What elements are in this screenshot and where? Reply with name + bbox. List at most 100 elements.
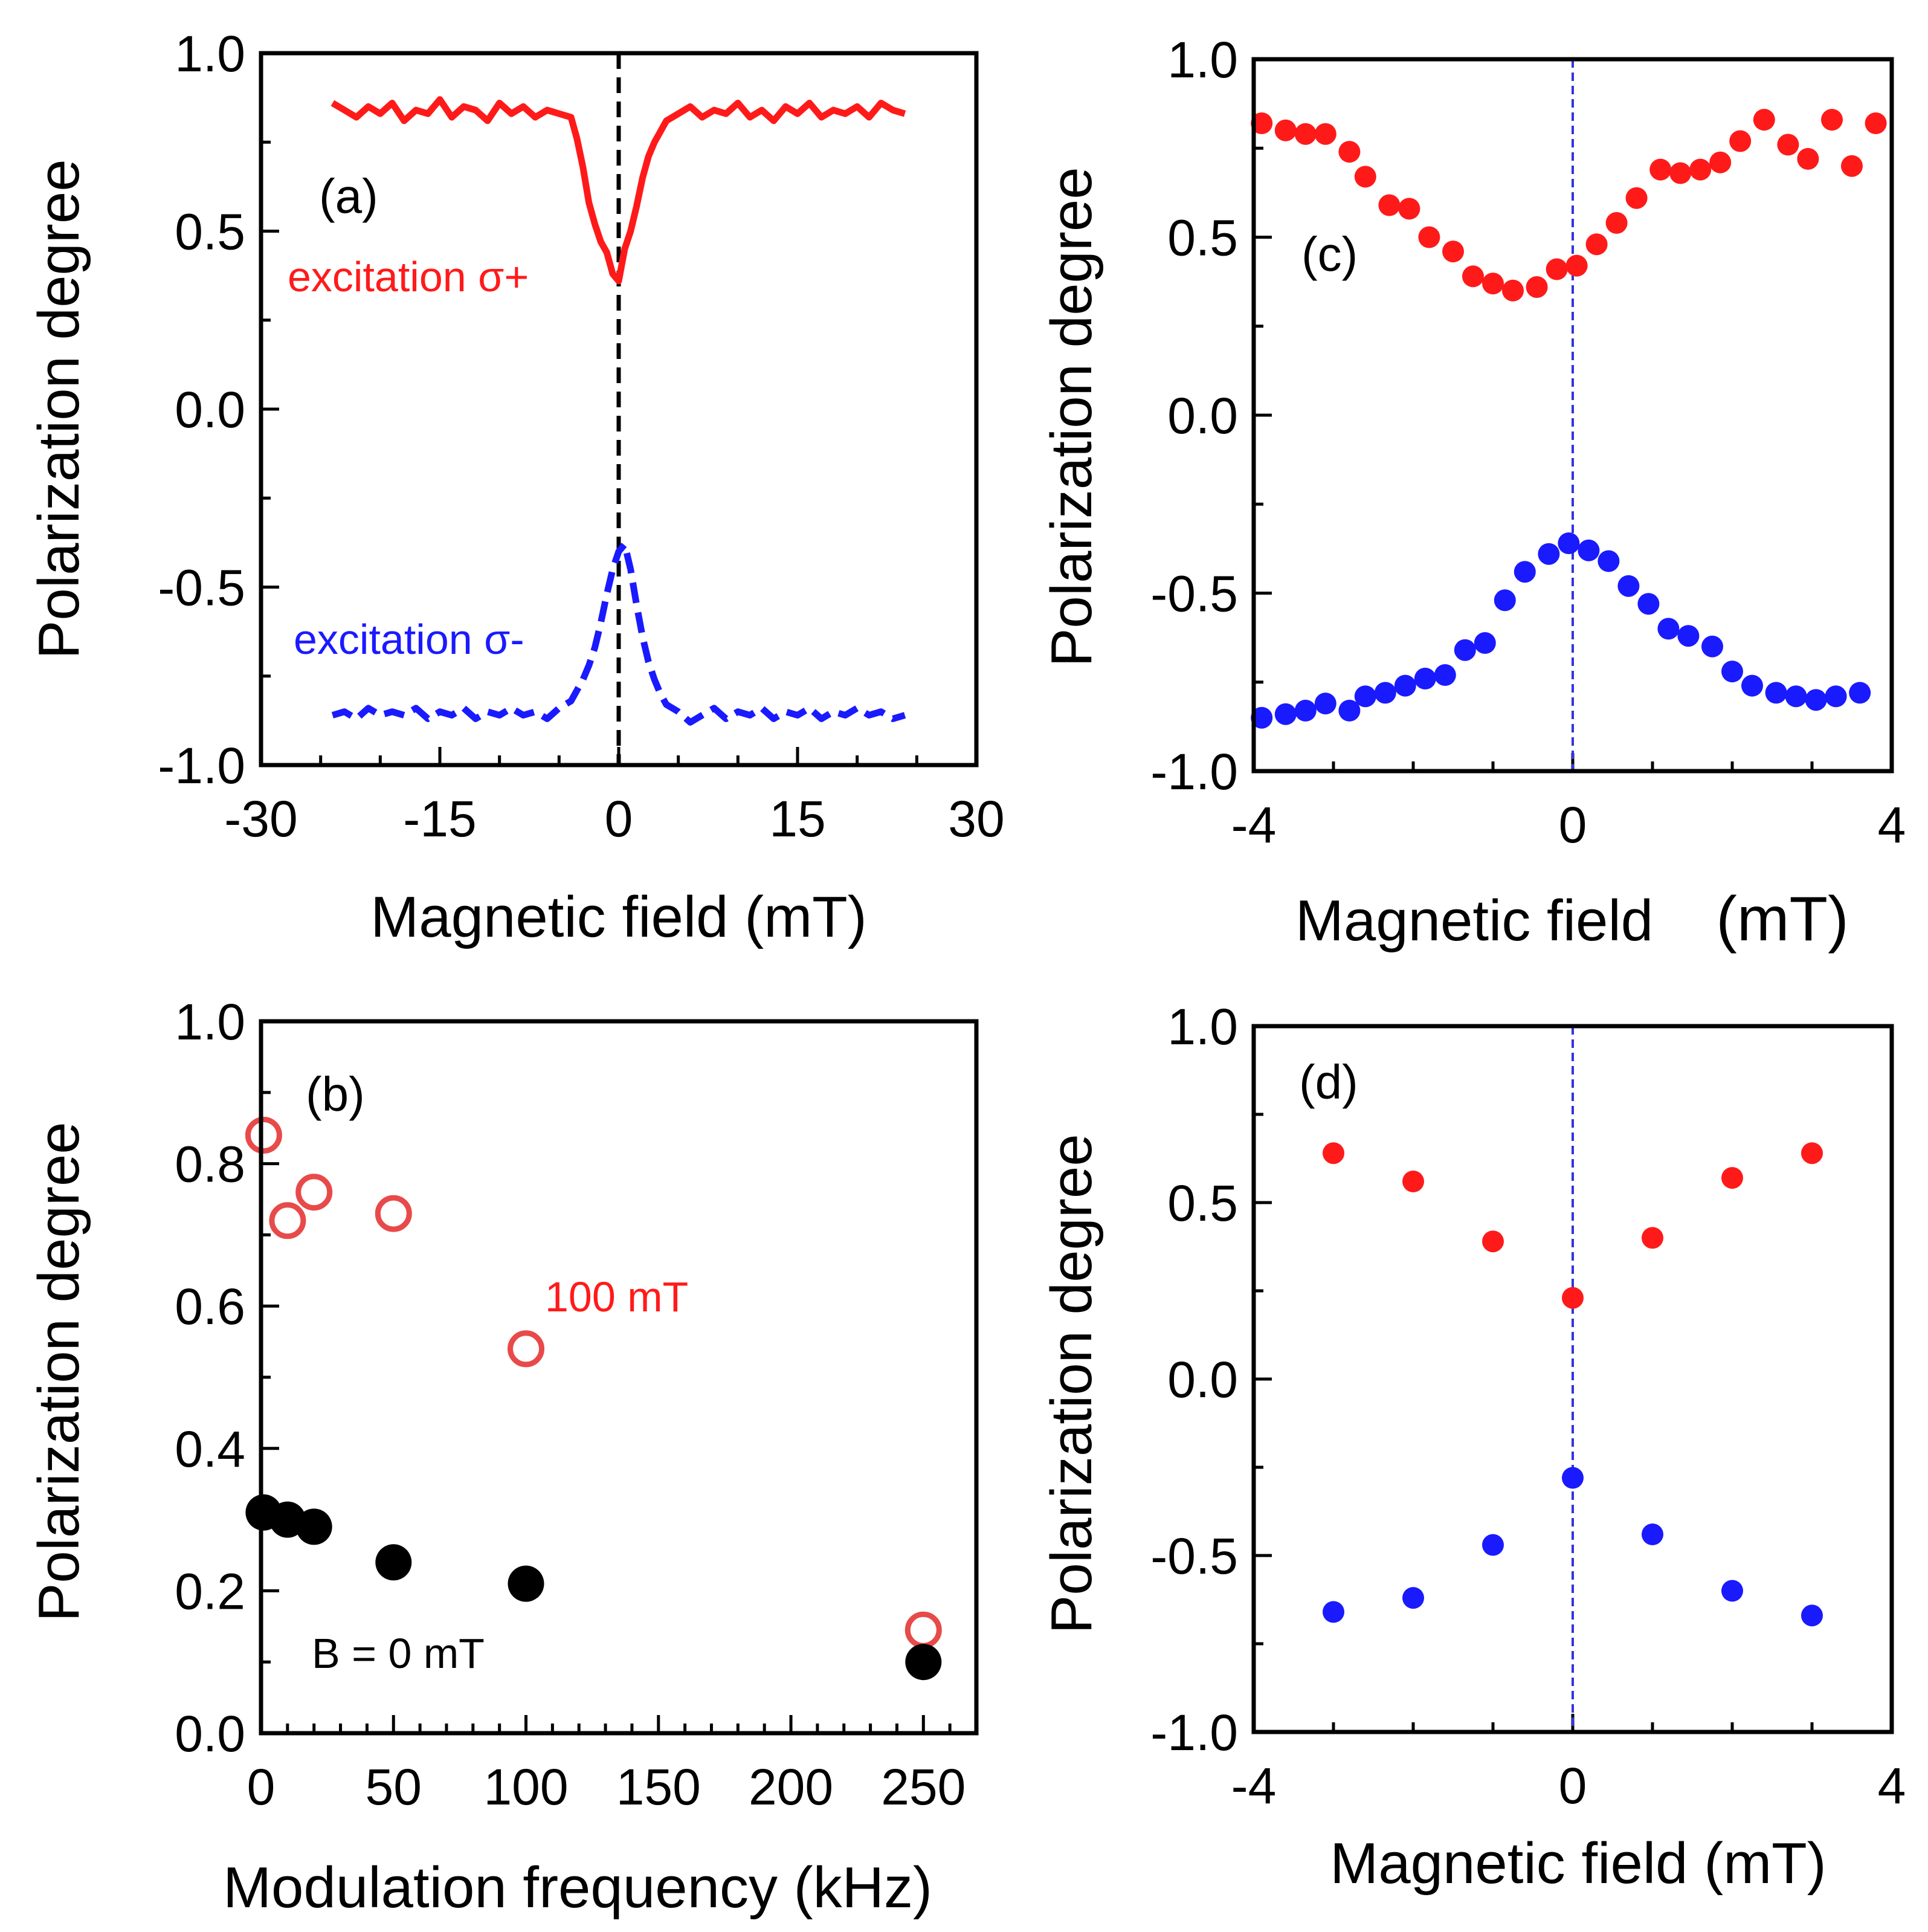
panel-d-series-1-point xyxy=(1801,1604,1823,1627)
panel-b-ytick-label: 0.8 xyxy=(175,1136,245,1193)
panel-c-series-0-point xyxy=(1274,119,1297,141)
panel-c-series-1-point xyxy=(1374,682,1396,704)
panel-a-series-1-point xyxy=(534,711,537,713)
panel-d-series-0-point xyxy=(1642,1227,1663,1249)
panel-a-series-1-point xyxy=(820,717,822,720)
panel-d-series-1-point xyxy=(1402,1587,1424,1609)
panel-a-series-0-point xyxy=(331,102,334,104)
panel-a-series-1-point xyxy=(773,717,775,720)
panel-a-series-1-point xyxy=(796,714,799,717)
panel-c-series-0-point xyxy=(1865,112,1887,134)
panel-d: -1.0 -0.5 0.0 0.5 1.0 -4 0 4 Magnetic field (mT… xyxy=(1039,998,1906,1896)
panel-a-series-line-0 xyxy=(330,96,906,285)
panel-a-series-1-point xyxy=(474,717,477,720)
panel-c-series-0-point xyxy=(1418,226,1440,248)
panel-a-series-0-point xyxy=(647,155,650,158)
panel-a-series-0-point xyxy=(653,141,656,143)
panel-c-series-1-point xyxy=(1494,589,1516,612)
panel-a-series-0-point xyxy=(796,112,799,115)
panel-c-series-0-point xyxy=(1585,233,1608,256)
panel-a-series-1-point xyxy=(653,679,656,681)
panel-a-series-0-point xyxy=(659,131,662,133)
panel-a-series-1-point xyxy=(367,707,370,709)
panel-a-series-0-point xyxy=(594,223,596,225)
panel-a-series-0-point xyxy=(808,102,811,104)
panel-c-series-0-point xyxy=(1729,130,1752,152)
panel-c-series-0-point xyxy=(1502,279,1524,302)
panel-a-series-0-point xyxy=(451,116,453,118)
panel-d-ytick-label: -1.0 xyxy=(1150,1704,1238,1761)
panel-b-series-1-point xyxy=(905,1644,942,1681)
panel-a-series-1-point xyxy=(761,707,763,709)
panel-a-series-1-point xyxy=(737,711,739,713)
panel-a-series-0-point xyxy=(636,205,638,207)
panel-a-series-0-point xyxy=(773,120,775,122)
panel-b-ticks xyxy=(259,1019,952,1735)
panel-a-series-0-point xyxy=(892,109,894,111)
panel-a-series-1-point xyxy=(570,700,572,702)
panel-c-x-axis-label: Magnetic field xyxy=(1295,888,1653,953)
panel-c-series-0-point xyxy=(1649,158,1672,181)
panel-a-annotation-sigma-plus: excitation σ+ xyxy=(288,253,529,300)
panel-a-series-0-point xyxy=(665,120,668,122)
panel-a-series-1-point xyxy=(599,621,602,624)
panel-a-series-0-point xyxy=(689,105,691,108)
panel-a-series-0-point xyxy=(439,99,441,101)
panel-a-series-0-point xyxy=(534,116,537,118)
panel-c-series-0-point xyxy=(1709,151,1732,173)
panel-c-series-1-point xyxy=(1578,539,1600,561)
panel-a-series-1-point xyxy=(689,721,691,723)
panel-a-series-0-point xyxy=(641,176,643,179)
panel-c-ytick-label: -0.5 xyxy=(1150,566,1238,622)
panel-c-xtick-label: -4 xyxy=(1231,796,1277,853)
panel-a-series-0-point xyxy=(355,116,358,118)
panel-a-series-0-point xyxy=(588,201,590,204)
panel-b-series-0-point xyxy=(269,1202,306,1239)
panel-a-series-0-point xyxy=(904,112,906,115)
panel-b-xtick-label: 250 xyxy=(881,1759,966,1815)
panel-a-series-0-point xyxy=(522,105,524,108)
panel-c-series-0-point xyxy=(1442,241,1464,263)
panel-c-series-0-point xyxy=(1841,155,1863,177)
panel-a-series-0-point xyxy=(880,102,882,104)
panel-a-series-0-point xyxy=(474,109,477,111)
panel-b-x-axis-label: Modulation frequency (kHz) xyxy=(223,1855,932,1920)
panel-c-ytick-label: -1.0 xyxy=(1150,743,1238,800)
panel-b-ytick-label: 0.2 xyxy=(175,1563,245,1620)
panel-c-series-0-point xyxy=(1689,158,1712,181)
panel-b-series-0-point xyxy=(904,1611,942,1649)
panel-c-series-0-point xyxy=(1294,123,1317,145)
panel-c-series-1-point xyxy=(1251,706,1273,729)
panel-c-xtick-label: 0 xyxy=(1559,796,1587,853)
panel-c-series-1-point xyxy=(1354,685,1376,708)
panel-b: 0.0 0.2 0.4 0.6 0.8 1.0 0 50 100 150 200 250 Modula… xyxy=(27,993,979,1920)
panel-b-series-1-point xyxy=(375,1544,412,1581)
panel-c-series-1-point xyxy=(1434,664,1456,686)
panel-a-series-0-point xyxy=(486,120,489,122)
panel-c-series-0-point xyxy=(1669,162,1692,184)
panel-d-series-0-point xyxy=(1482,1230,1504,1253)
panel-a-ytick-label: -0.5 xyxy=(158,560,245,616)
panel-b-series-0-point xyxy=(295,1174,333,1211)
panel-c-series-0-point xyxy=(1546,258,1568,280)
panel-a-series-1-point xyxy=(630,568,632,570)
panel-b-xtick-label: 200 xyxy=(749,1759,833,1815)
panel-a-series-0-point xyxy=(617,280,620,282)
panel-a-series-1-point xyxy=(451,714,453,717)
panel-a-series-0-point xyxy=(677,112,680,115)
panel-a-series-1-point xyxy=(558,707,560,709)
panel-a-series-1-point xyxy=(617,551,620,553)
panel-d-xtick-label: 4 xyxy=(1878,1757,1906,1814)
panel-b-xtick-label: 50 xyxy=(366,1759,422,1815)
panel-d-series-0-point xyxy=(1562,1287,1584,1309)
panel-d-series-1-point xyxy=(1482,1534,1504,1556)
panel-b-series xyxy=(245,1117,942,1681)
panel-b-series-1-point xyxy=(508,1565,544,1602)
panel-a-series-1-point xyxy=(576,689,578,691)
panel-c-series-0-point xyxy=(1753,109,1775,131)
panel-a-series-0-point xyxy=(701,116,703,118)
panel-d-series-1-point xyxy=(1642,1523,1663,1545)
panel-a-xtick-label: -30 xyxy=(224,790,297,847)
panel-c-label: (c) xyxy=(1301,227,1358,281)
panel-c-series-0-point xyxy=(1398,198,1420,220)
